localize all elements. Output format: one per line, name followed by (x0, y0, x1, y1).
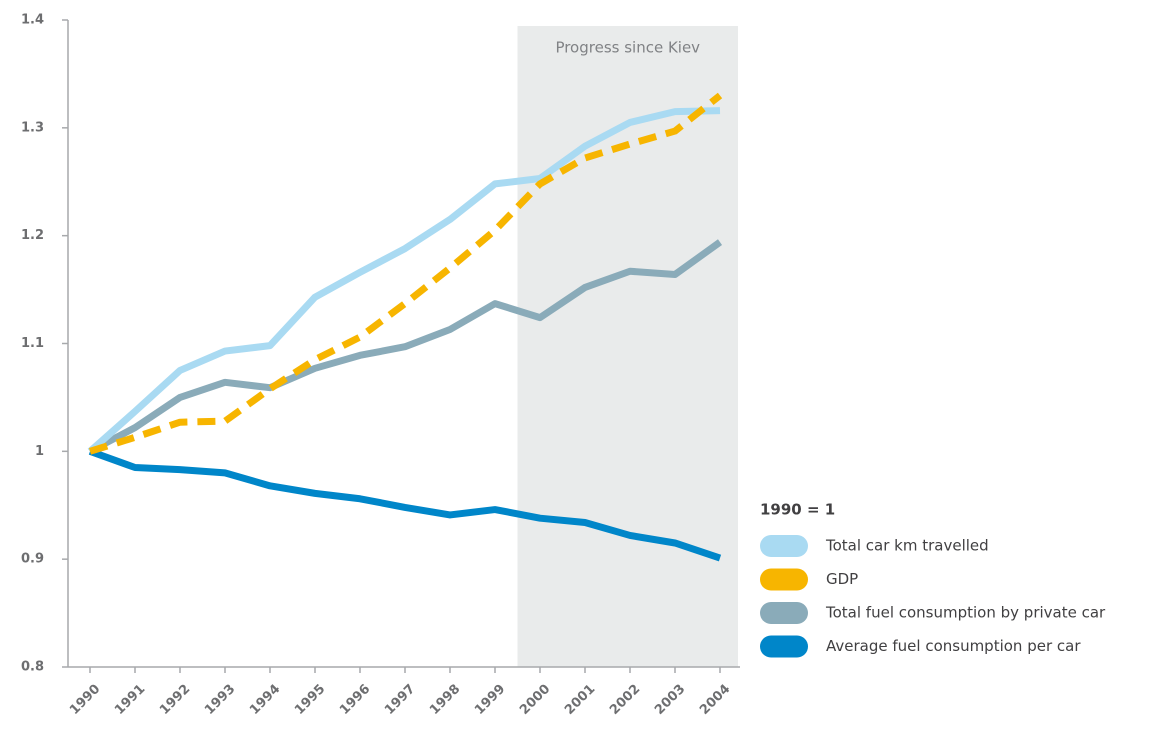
y-tick-label: 1 (35, 444, 44, 459)
y-tick-label: 0.9 (21, 552, 44, 567)
x-tick-label: 1993 (202, 682, 238, 718)
x-tick-label: 1994 (247, 682, 283, 718)
legend-swatch (760, 535, 808, 557)
y-tick-label: 1.4 (21, 13, 44, 28)
x-tick-label: 1995 (292, 682, 328, 718)
legend-label: Total fuel consumption by private car (825, 604, 1106, 622)
y-tick-label: 0.8 (21, 660, 44, 675)
x-tick-label: 2004 (697, 682, 733, 718)
legend-label: Total car km travelled (825, 537, 989, 555)
x-tick-label: 1992 (157, 682, 193, 718)
x-tick-label: 1997 (382, 682, 418, 718)
legend-swatch (760, 568, 808, 591)
x-tick-label: 2002 (607, 682, 643, 718)
annotation: Progress since Kiev (555, 39, 700, 57)
legend-swatch (760, 635, 808, 658)
legend-label: Average fuel consumption per car (826, 637, 1081, 655)
legend-swatch (760, 602, 808, 624)
x-tick-label: 1991 (112, 682, 148, 718)
x-tick-label: 2003 (652, 682, 688, 718)
x-tick-label: 2000 (517, 682, 553, 718)
x-tick-label: 2001 (562, 682, 598, 718)
y-tick-label: 1.1 (21, 336, 44, 351)
series-line (88, 92, 723, 455)
x-tick-label: 1996 (337, 682, 373, 718)
highlight-region (517, 26, 738, 667)
y-tick-label: 1.3 (21, 120, 44, 135)
x-tick-label: 1990 (67, 682, 103, 718)
series-line (87, 107, 721, 454)
x-tick-label: 1999 (472, 682, 508, 718)
series-line (88, 239, 723, 455)
series-line (88, 448, 722, 562)
y-tick-label: 1.2 (21, 228, 44, 243)
legend-label: GDP (826, 570, 858, 588)
x-tick-label: 1998 (427, 682, 463, 718)
legend-title: 1990 = 1 (760, 501, 835, 519)
